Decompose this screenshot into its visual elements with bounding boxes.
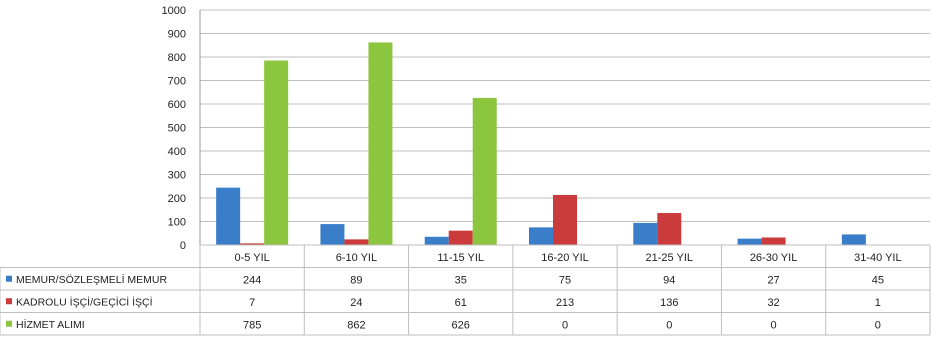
y-tick-label: 600	[168, 99, 186, 111]
y-tick-label: 100	[168, 217, 186, 229]
legend-label: MEMUR/SÖZLEŞMELİ MEMUR	[16, 273, 168, 286]
data-label: 94	[663, 275, 675, 287]
legend-label: HİZMET ALIMI	[16, 318, 85, 331]
data-table: 0-5 YIL 6-10 YIL 11-15 YIL 16-20 YIL 21-25 Y…	[0, 244, 931, 336]
data-label: 0	[666, 320, 672, 332]
bar-kadrolu-isci-gecici-isci-26-30-yil	[761, 237, 786, 245]
y-tick-label: 300	[168, 170, 186, 182]
y-tick-label: 200	[168, 193, 186, 205]
legend-key-memur-sozlesmeli-memur	[6, 275, 12, 282]
bar-memur-sozlesmeli-memur-31-40-yil	[841, 234, 866, 245]
data-label: 244	[243, 275, 261, 287]
data-label: 0	[875, 320, 881, 332]
y-tick-label: 400	[168, 146, 186, 158]
bar-kadrolu-isci-gecici-isci-11-15-yil	[448, 230, 473, 245]
bar-memur-sozlesmeli-memur-16-20-yil	[529, 227, 553, 245]
data-label: 1	[875, 297, 881, 309]
y-tick-label: 900	[168, 29, 186, 41]
y-axis-ticks: 0 100 200 300 400 500 600 700 800 900 1000	[162, 5, 186, 252]
data-label: 89	[350, 275, 362, 287]
y-tick-label: 500	[168, 123, 186, 135]
data-label: 75	[559, 275, 571, 287]
x-tick-label: 31-40 YIL	[854, 252, 902, 264]
bar-kadrolu-isci-gecici-isci-6-10-yil	[344, 239, 369, 245]
bar-hizmet-alimi-0-5-yil	[264, 60, 289, 246]
bars	[216, 42, 890, 246]
data-label: 213	[556, 297, 574, 309]
data-label: 7	[249, 297, 255, 309]
y-tick-label: 800	[168, 52, 186, 64]
bar-memur-sozlesmeli-memur-11-15-yil	[424, 236, 449, 245]
data-label: 862	[347, 320, 365, 332]
data-label: 45	[872, 275, 884, 287]
data-label: 0	[562, 320, 568, 332]
x-tick-label: 11-15 YIL	[437, 252, 484, 264]
bar-hizmet-alimi-11-15-yil	[472, 97, 497, 245]
y-tick-label: 700	[168, 76, 186, 88]
data-label: 27	[767, 275, 779, 287]
bar-kadrolu-isci-gecici-isci-16-20-yil	[553, 194, 577, 245]
legend-key-hizmet-alimi	[6, 320, 12, 327]
x-tick-label: 16-20 YIL	[541, 252, 589, 264]
bar-kadrolu-isci-gecici-isci-0-5-yil	[240, 243, 265, 245]
bar-kadrolu-isci-gecici-isci-21-25-yil	[657, 213, 682, 245]
x-tick-label: 26-30 YIL	[750, 252, 798, 264]
data-label: 24	[350, 297, 362, 309]
bar-hizmet-alimi-6-10-yil	[368, 42, 393, 246]
data-label: 35	[455, 275, 467, 287]
legend-key-kadrolu-isci-gecici-isci	[6, 298, 12, 305]
y-tick-label: 1000	[162, 5, 186, 17]
data-label: 785	[243, 320, 261, 332]
bar-memur-sozlesmeli-memur-26-30-yil	[737, 238, 762, 245]
data-label: 32	[767, 297, 779, 309]
data-label: 626	[452, 320, 470, 332]
data-label: 61	[455, 297, 467, 309]
legend-label: KADROLU İŞÇİ/GEÇİCİ İŞÇİ	[16, 296, 153, 309]
bar-memur-sozlesmeli-memur-0-5-yil	[216, 187, 241, 245]
gridlines	[199, 9, 930, 246]
data-label: 136	[660, 297, 678, 309]
data-label: 0	[771, 320, 777, 332]
bar-memur-sozlesmeli-memur-6-10-yil	[320, 224, 345, 245]
bar-memur-sozlesmeli-memur-21-25-yil	[633, 222, 658, 245]
x-tick-label: 6-10 YIL	[336, 252, 377, 264]
y-tick-label: 0	[180, 240, 186, 252]
x-tick-label: 21-25 YIL	[646, 252, 694, 264]
x-tick-label: 0-5 YIL	[235, 252, 270, 264]
